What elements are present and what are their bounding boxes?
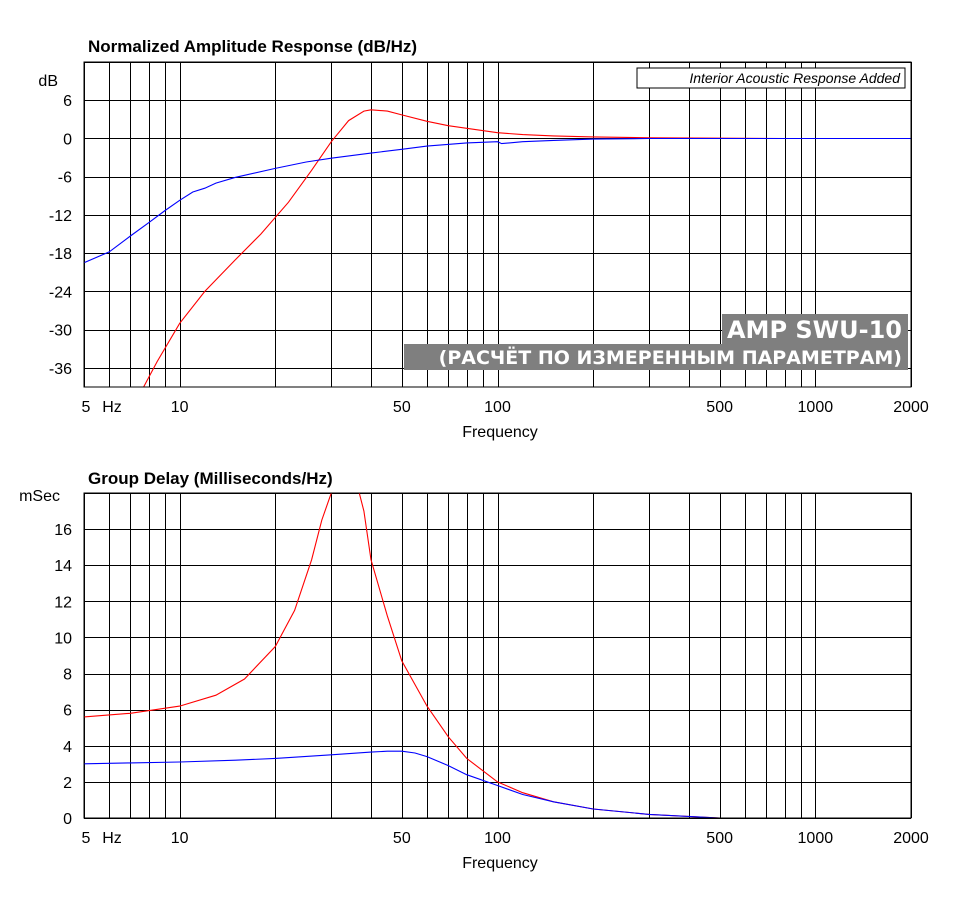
- group-delay-chart-title: Group Delay (Milliseconds/Hz): [88, 469, 333, 488]
- watermark-line1-bg: [722, 314, 908, 344]
- amplitude-response-chart: Normalized Amplitude Response (dB/Hz) 6 0…: [38, 37, 928, 441]
- amplitude-y-ticks: 6 0 -6 -12 -18 -24 -30 -36: [49, 93, 72, 378]
- y-tick-label: -12: [49, 208, 72, 225]
- x-tick-label: 100: [484, 830, 511, 847]
- x-tick-label: 1000: [798, 399, 834, 416]
- y-tick-label: 14: [54, 558, 72, 575]
- y-tick-label: 10: [54, 630, 72, 647]
- group-delay-y-ticks: 16 14 12 10 8 6 4 2 0: [54, 522, 72, 828]
- amplitude-series: [84, 109, 911, 387]
- red-series-line: [143, 109, 785, 387]
- x-tick-label: 2000: [893, 399, 929, 416]
- y-tick-label: 12: [54, 594, 72, 611]
- group-delay-plot-frame: [83, 492, 912, 819]
- group-delay-series: [84, 493, 720, 818]
- amplitude-x-ticks: 5 10 50 100 500 1000 2000: [82, 399, 929, 416]
- group-delay-x-axis-label: Frequency: [462, 855, 538, 872]
- x-tick-label: 500: [706, 830, 733, 847]
- red-series-line: [84, 493, 720, 818]
- x-tick-label: 50: [393, 830, 411, 847]
- group-delay-x-ticks: 5 10 50 100 500 1000 2000: [82, 830, 929, 847]
- watermark-line2: (РАСЧЁТ ПО ИЗМЕРЕННЫМ ПАРАМЕТРАМ): [439, 345, 902, 369]
- y-tick-label: 4: [63, 739, 72, 756]
- group-delay-chart: Group Delay (Milliseconds/Hz) 16 14 12 10 8 6…: [19, 469, 929, 872]
- amplitude-annotation-box: Interior Acoustic Response Added: [636, 67, 906, 89]
- y-tick-label: 6: [63, 703, 72, 720]
- y-tick-label: 6: [63, 93, 72, 110]
- y-tick-label: 0: [63, 811, 72, 828]
- y-tick-label: -24: [49, 284, 72, 301]
- y-tick-label: 0: [63, 131, 72, 148]
- amplitude-chart-title: Normalized Amplitude Response (dB/Hz): [88, 37, 417, 56]
- amplitude-y-unit-label: dB: [38, 73, 58, 90]
- watermark: AMP SWU-10 (РАСЧЁТ ПО ИЗМЕРЕННЫМ ПАРАМЕТ…: [404, 314, 908, 370]
- x-tick-label: 1000: [798, 830, 834, 847]
- amplitude-x-axis-label: Frequency: [462, 424, 538, 441]
- amplitude-annotation-text: Interior Acoustic Response Added: [689, 70, 901, 86]
- x-tick-label: 2000: [893, 830, 929, 847]
- x-tick-label: 10: [171, 399, 189, 416]
- amplitude-plot-frame: [83, 61, 912, 388]
- watermark-line2-bg: [404, 344, 908, 370]
- y-tick-label: -36: [49, 361, 72, 378]
- group-delay-y-unit-label: mSec: [19, 488, 60, 505]
- amplitude-x-unit-label: Hz: [102, 399, 122, 416]
- x-tick-label: 5: [82, 830, 91, 847]
- x-tick-label: 10: [171, 830, 189, 847]
- y-tick-label: -18: [49, 246, 72, 263]
- blue-series-line: [84, 750, 720, 818]
- y-tick-label: 16: [54, 522, 72, 539]
- x-tick-label: 100: [484, 399, 511, 416]
- y-tick-label: -30: [49, 323, 72, 340]
- group-delay-grid: [84, 493, 912, 819]
- x-tick-label: 500: [706, 399, 733, 416]
- y-tick-label: -6: [58, 170, 72, 187]
- blue-series-line: [84, 137, 911, 264]
- x-tick-label: 50: [393, 399, 411, 416]
- x-tick-label: 5: [82, 399, 91, 416]
- group-delay-x-unit-label: Hz: [102, 830, 122, 847]
- watermark-line1: AMP SWU-10: [727, 316, 902, 344]
- y-tick-label: 8: [63, 667, 72, 684]
- y-tick-label: 2: [63, 775, 72, 792]
